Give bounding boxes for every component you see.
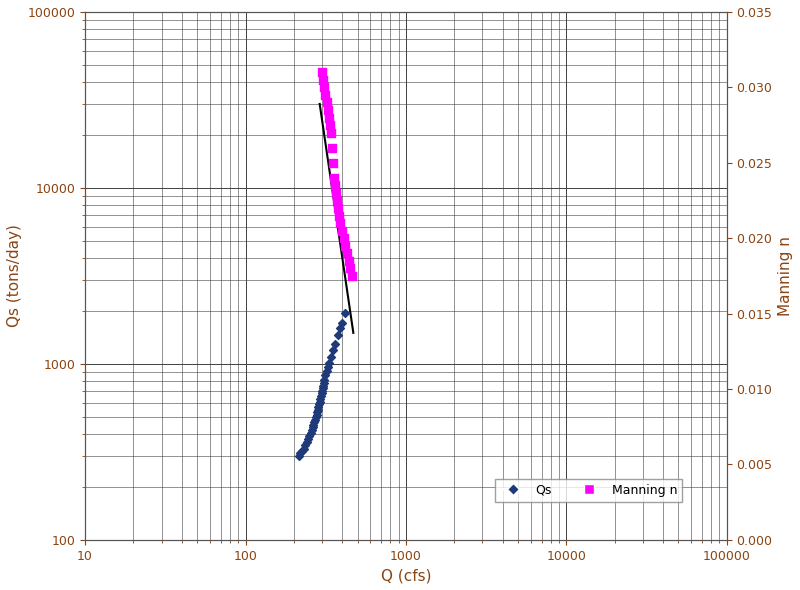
Point	[324, 352, 337, 361]
Point	[303, 431, 316, 441]
Point	[330, 196, 343, 205]
Point	[322, 113, 335, 122]
Y-axis label: Manning n: Manning n	[778, 236, 793, 316]
Point	[320, 366, 333, 376]
Point	[314, 394, 327, 403]
Point	[316, 386, 329, 396]
Point	[320, 98, 333, 107]
Point	[346, 271, 358, 281]
Point	[306, 422, 319, 432]
Point	[298, 440, 311, 450]
Point	[342, 256, 355, 266]
Point	[330, 188, 342, 198]
Point	[326, 158, 339, 168]
Point	[319, 90, 332, 100]
Point	[311, 405, 324, 414]
Point	[344, 264, 357, 273]
Point	[307, 420, 320, 430]
Legend: Qs, Manning n: Qs, Manning n	[495, 479, 682, 502]
Point	[339, 241, 352, 250]
Point	[316, 67, 329, 77]
Point	[334, 218, 346, 228]
Point	[338, 234, 350, 243]
Point	[339, 308, 352, 317]
Point	[322, 105, 334, 114]
Point	[334, 323, 346, 333]
Point	[331, 204, 344, 213]
Point	[297, 444, 310, 453]
Point	[308, 418, 321, 427]
Point	[310, 410, 323, 419]
Point	[322, 358, 335, 368]
Point	[302, 434, 314, 444]
Point	[317, 75, 330, 84]
Point	[305, 425, 318, 435]
Point	[318, 83, 330, 92]
Point	[314, 391, 327, 401]
Point	[318, 375, 330, 385]
Point	[311, 408, 324, 417]
X-axis label: Q (cfs): Q (cfs)	[381, 568, 431, 583]
Point	[328, 339, 341, 349]
Point	[294, 448, 307, 458]
Point	[341, 248, 354, 258]
Point	[328, 181, 341, 190]
Point	[317, 381, 330, 391]
Point	[300, 437, 313, 447]
Y-axis label: Qs (tons/day): Qs (tons/day)	[7, 224, 22, 327]
Point	[296, 446, 309, 455]
Point	[331, 331, 344, 340]
Point	[319, 371, 332, 380]
Point	[293, 451, 306, 461]
Point	[315, 389, 328, 398]
Point	[323, 120, 336, 130]
Point	[326, 345, 339, 355]
Point	[309, 415, 322, 425]
Point	[316, 384, 329, 393]
Point	[327, 173, 340, 182]
Point	[304, 428, 317, 438]
Point	[314, 397, 326, 407]
Point	[318, 378, 330, 388]
Point	[336, 226, 349, 235]
Point	[326, 143, 338, 152]
Point	[324, 128, 337, 137]
Point	[322, 362, 334, 372]
Point	[332, 211, 345, 220]
Point	[312, 402, 325, 411]
Point	[313, 399, 326, 409]
Point	[336, 319, 349, 328]
Point	[310, 412, 322, 421]
